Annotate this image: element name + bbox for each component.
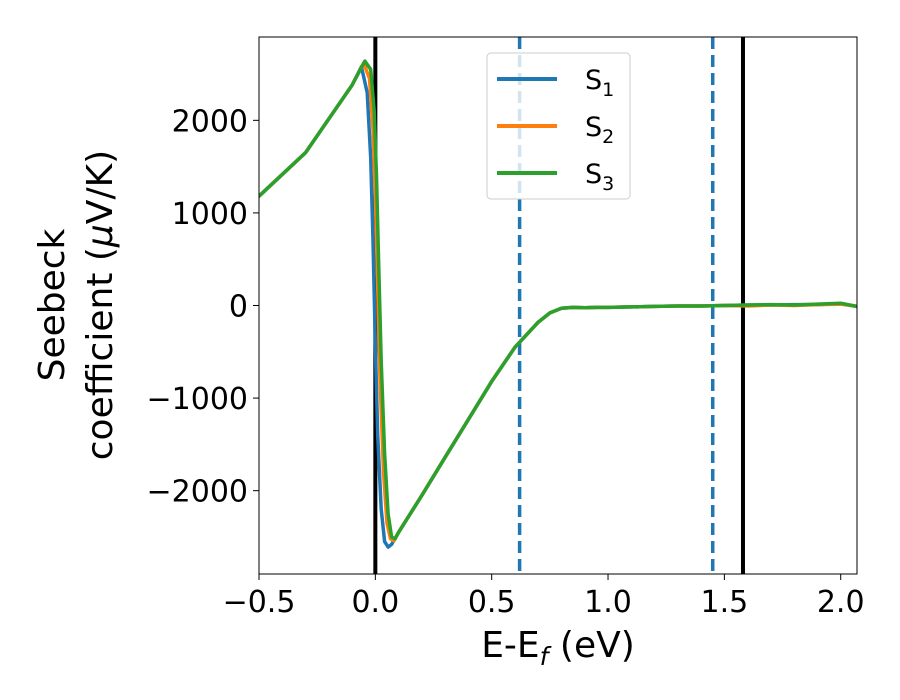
y-axis-title-line1: Seebeck [32, 228, 73, 381]
legend: S1 S2 S3 [486, 52, 631, 200]
x-tick-label: 2.0 [817, 585, 865, 620]
y-axis-ticks: −2000 −1000 0 1000 2000 [147, 104, 259, 510]
y-tick-label: −1000 [147, 382, 248, 417]
x-tick-label: 1.0 [584, 585, 632, 620]
y-tick-label: −2000 [147, 475, 248, 510]
series-lines [259, 59, 857, 549]
legend-label-s3: S3 [585, 159, 614, 195]
x-axis-title: E-Ef (eV) [481, 625, 635, 671]
x-tick-label: 0.0 [351, 585, 399, 620]
legend-label-s1: S1 [585, 65, 614, 101]
legend-label-s2: S2 [585, 112, 614, 148]
y-axis-title-line2: coefficient (μV/K) [80, 150, 121, 460]
series-line-s3 [259, 59, 857, 541]
x-axis-ticks: −0.5 0.0 0.5 1.0 1.5 2.0 [223, 574, 865, 620]
y-tick-label: 1000 [172, 197, 248, 232]
x-tick-label: 0.5 [468, 585, 516, 620]
y-tick-label: 2000 [172, 104, 248, 139]
x-tick-label: −0.5 [223, 585, 296, 620]
legend-box [486, 52, 631, 200]
x-tick-label: 1.5 [701, 585, 749, 620]
y-tick-label: 0 [229, 290, 248, 325]
y-axis-title: Seebeck coefficient (μV/K) [32, 150, 121, 460]
